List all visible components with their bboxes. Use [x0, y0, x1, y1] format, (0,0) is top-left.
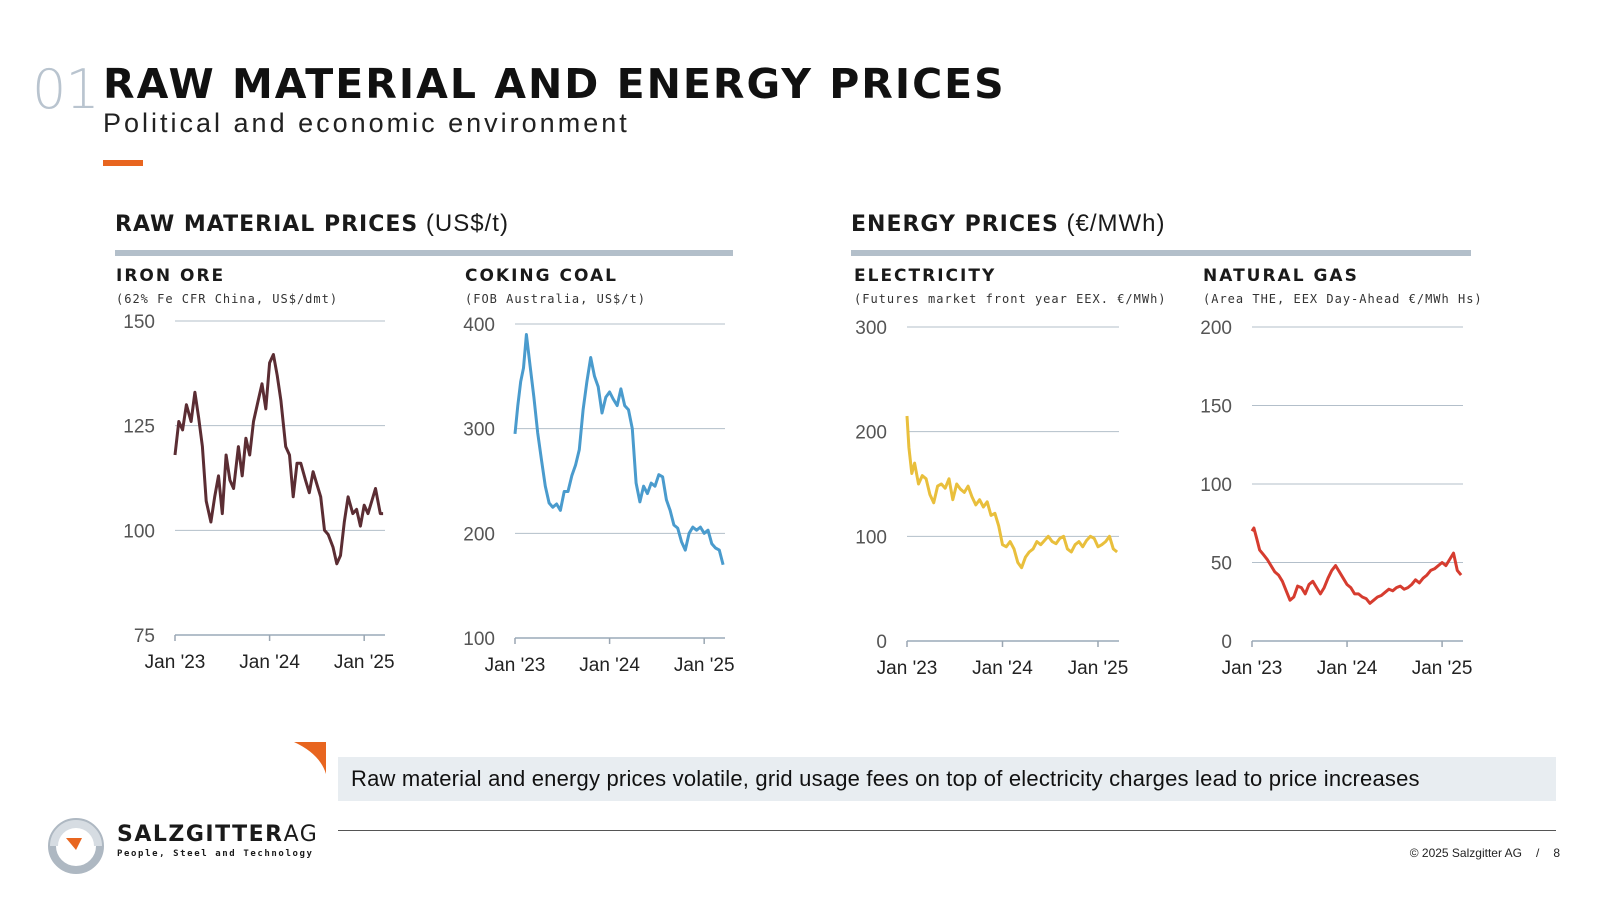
section-number: 01: [32, 58, 100, 121]
series-line-coking_coal: [513, 333, 725, 566]
y-tick-label: 200: [855, 423, 887, 444]
x-tick-label: Jan '25: [1412, 658, 1473, 679]
y-tick-label: 300: [463, 420, 495, 441]
coking-coal-title: COKING COAL: [465, 266, 618, 286]
y-tick-label: 0: [1221, 632, 1232, 653]
iron-ore-chart: 75 100 125 150 Jan '23 Jan '24 Jan '25: [123, 312, 395, 673]
logo-wordmark: SALZGITTERAG: [117, 822, 318, 847]
x-tick-label: Jan '23: [877, 658, 938, 679]
callout-box: [338, 757, 1556, 801]
footer-page-number: 8: [1553, 846, 1560, 860]
x-tick-label: Jan '24: [239, 652, 300, 673]
natural-gas-subtitle: (Area THE, EEX Day-Ahead €/MWh Hs): [1203, 292, 1483, 306]
callout-arrow-icon: [294, 742, 326, 774]
y-tick-label: 200: [463, 524, 495, 545]
raw-material-rule: [115, 250, 733, 256]
y-tick-label: 100: [855, 527, 887, 548]
x-tick-label: Jan '23: [145, 652, 206, 673]
coking-coal-chart: 100 200 300 400 Jan '23 Jan '24 Jan '25: [463, 315, 735, 676]
footer-rule: [338, 830, 1556, 831]
electricity-chart: 0 100 200 300 Jan '23 Jan '24 Jan '25: [855, 318, 1129, 679]
raw-material-heading-title: RAW MATERIAL PRICES: [115, 212, 419, 237]
x-tick-label: Jan '24: [1317, 658, 1378, 679]
y-tick-label: 300: [855, 318, 887, 339]
y-tick-label: 150: [123, 312, 155, 333]
logo-tagline: People, Steel and Technology: [117, 849, 314, 859]
x-tick-label: Jan '25: [674, 655, 735, 676]
series-line-electricity: [905, 415, 1119, 570]
natural-gas-title: NATURAL GAS: [1203, 266, 1359, 286]
y-tick-label: 150: [1200, 397, 1232, 418]
y-tick-label: 125: [123, 417, 155, 438]
y-tick-label: 100: [463, 629, 495, 650]
page-title: RAW MATERIAL AND ENERGY PRICES: [103, 60, 1006, 108]
x-tick-label: Jan '24: [972, 658, 1033, 679]
callout-text: Raw material and energy prices volatile,…: [351, 766, 1420, 791]
natural-gas-chart: 0 50 100 150 200 Jan '23 Jan '24 Jan '25: [1200, 318, 1473, 679]
x-tick-label: Jan '23: [1222, 658, 1283, 679]
y-tick-label: 75: [134, 626, 155, 647]
coking-coal-subtitle: (FOB Australia, US$/t): [465, 292, 646, 306]
iron-ore-subtitle: (62% Fe CFR China, US$/dmt): [116, 292, 339, 306]
y-tick-label: 100: [1200, 475, 1232, 496]
energy-heading-title: ENERGY PRICES: [851, 212, 1059, 237]
logo-word-light: AG: [283, 822, 319, 847]
electricity-subtitle: (Futures market front year EEX. €/MWh): [854, 292, 1167, 306]
electricity-title: ELECTRICITY: [854, 266, 997, 286]
energy-heading-unit: (€/MWh): [1066, 210, 1166, 237]
x-tick-label: Jan '25: [334, 652, 395, 673]
y-tick-label: 0: [876, 632, 887, 653]
x-tick-label: Jan '23: [485, 655, 546, 676]
raw-material-heading: RAW MATERIAL PRICES (US$/t): [115, 210, 509, 238]
footer-copyright: © 2025 Salzgitter AG: [1409, 846, 1522, 860]
series-line-iron_ore: [173, 353, 384, 566]
y-tick-label: 50: [1211, 554, 1232, 575]
raw-material-heading-unit: (US$/t): [425, 210, 509, 237]
series-line-natural_gas: [1250, 526, 1463, 605]
y-tick-label: 100: [123, 521, 155, 542]
accent-bar: [103, 160, 143, 166]
y-tick-label: 200: [1200, 318, 1232, 339]
iron-ore-title: IRON ORE: [116, 266, 226, 286]
salzgitter-logo-icon: [48, 818, 104, 874]
energy-heading: ENERGY PRICES (€/MWh): [851, 210, 1166, 238]
x-tick-label: Jan '24: [579, 655, 640, 676]
y-tick-label: 400: [463, 315, 495, 336]
page-subtitle: Political and economic environment: [103, 108, 630, 138]
footer: © 2025 Salzgitter AG / 8: [1410, 846, 1560, 860]
x-tick-label: Jan '25: [1068, 658, 1129, 679]
footer-separator: /: [1535, 846, 1540, 860]
energy-rule: [851, 250, 1471, 256]
logo-word-bold: SALZGITTER: [117, 822, 284, 847]
